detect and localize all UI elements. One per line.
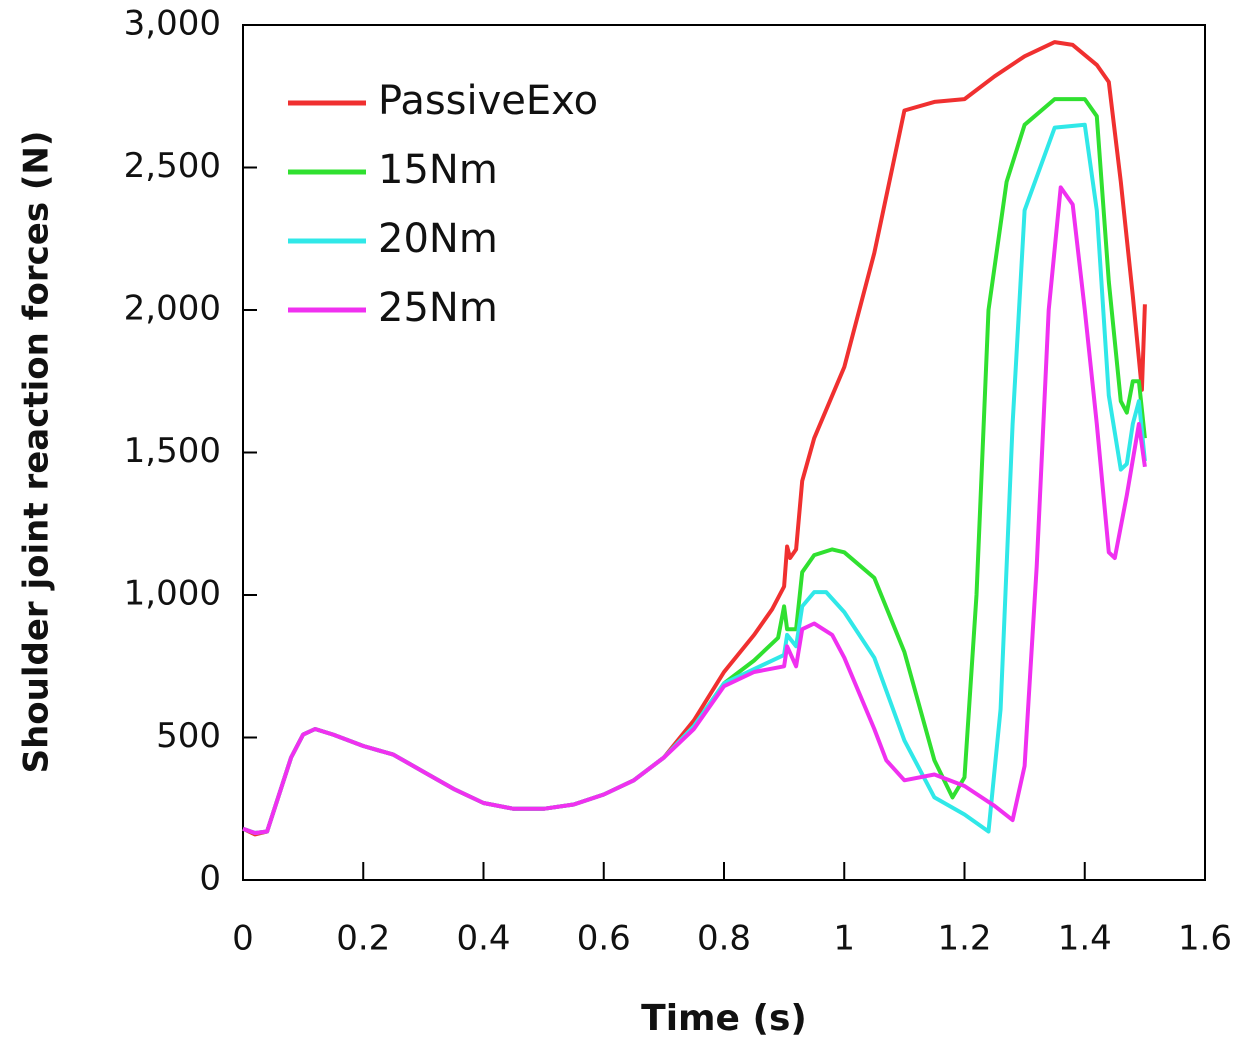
legend-label: 25Nm: [378, 285, 498, 331]
y-tick-label: 500: [156, 716, 221, 756]
legend-label: 20Nm: [378, 216, 498, 262]
x-tick-label: 0.6: [577, 919, 631, 959]
legend-label: 15Nm: [378, 147, 498, 193]
x-tick-label: 1.6: [1178, 919, 1232, 959]
x-tick-label: 0.2: [336, 919, 390, 959]
x-tick-label: 1: [833, 919, 855, 959]
x-tick-label: 0: [232, 919, 254, 959]
legend-label: PassiveExo: [378, 78, 598, 124]
y-tick-label: 1,000: [124, 574, 221, 614]
series-line: [242, 185, 1147, 835]
y-tick-label: 1,500: [124, 431, 221, 471]
x-tick-label: 1.4: [1058, 919, 1112, 959]
y-tick-label: 0: [199, 859, 221, 899]
x-tick-label: 0.8: [697, 919, 751, 959]
y-tick-label: 2,500: [124, 146, 221, 186]
x-axis-label: Time (s): [641, 998, 807, 1039]
y-tick-label: 2,000: [124, 289, 221, 329]
y-axis-label: Shoulder joint reaction forces (N): [17, 131, 57, 774]
x-tick-label: 0.4: [456, 919, 510, 959]
x-tick-label: 1.2: [937, 919, 991, 959]
y-tick-label: 3,000: [124, 4, 221, 44]
